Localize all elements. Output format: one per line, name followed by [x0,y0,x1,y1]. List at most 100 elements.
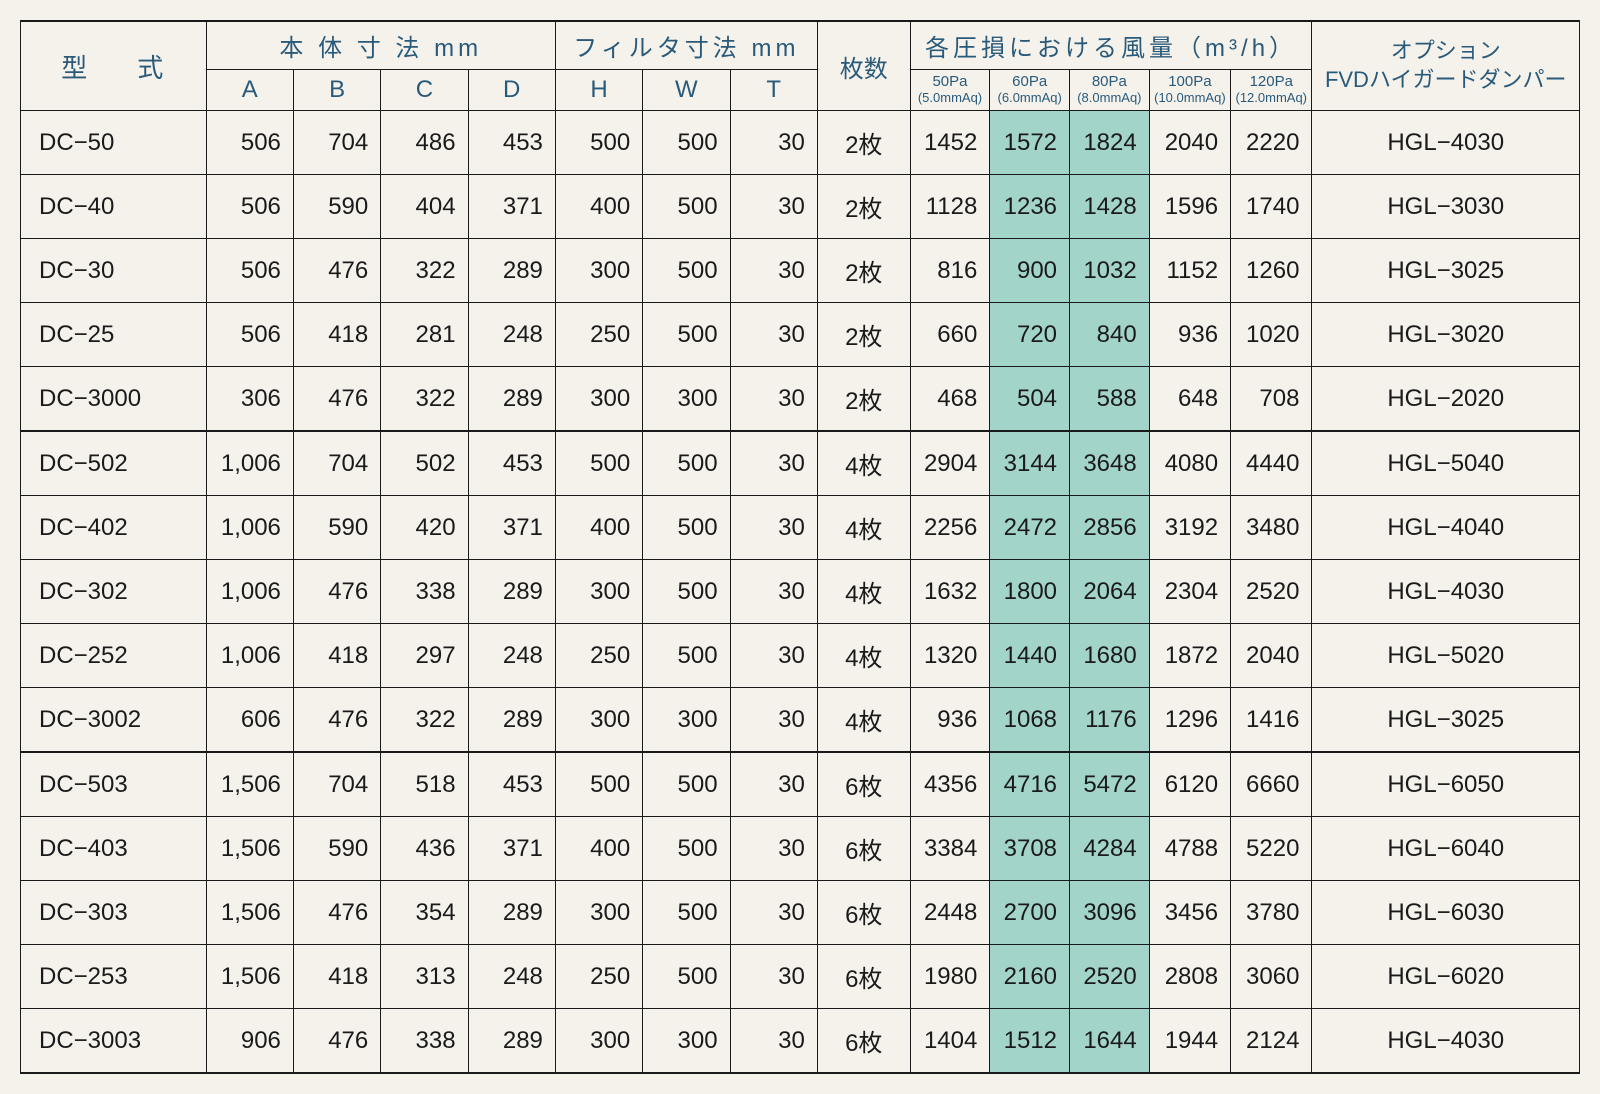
cell-pa-4: 3780 [1231,881,1312,945]
cell-pa-4: 1740 [1231,175,1312,239]
cell-pa-3: 936 [1149,303,1230,367]
cell-model: DC−25 [21,303,207,367]
cell-pa-1: 2160 [990,945,1070,1009]
cell-t: 30 [730,175,817,239]
spec-table: 型 式 本 体 寸 法 mm フィルタ寸法 mm 枚数 各圧損における風量（m³… [20,20,1580,1074]
cell-pa-3: 648 [1149,367,1230,432]
cell-pa-4: 2124 [1231,1009,1312,1074]
cell-pa-1: 1800 [990,560,1070,624]
cell-a: 1,006 [206,624,293,688]
table-row: DC−40506590404371400500302枚1128123614281… [21,175,1580,239]
cell-qty: 2枚 [817,111,910,175]
cell-h: 300 [555,688,642,753]
cell-qty: 2枚 [817,239,910,303]
cell-d: 453 [468,111,555,175]
header-model: 型 式 [21,21,207,111]
cell-pa-4: 2520 [1231,560,1312,624]
cell-pa-4: 1260 [1231,239,1312,303]
table-row: DC−3000306476322289300300302枚46850458864… [21,367,1580,432]
cell-c: 354 [381,881,468,945]
cell-pa-4: 708 [1231,367,1312,432]
cell-option: HGL−6030 [1312,881,1580,945]
cell-pa-3: 2808 [1149,945,1230,1009]
cell-a: 1,506 [206,752,293,817]
cell-pa-0: 2904 [910,431,990,496]
cell-c: 420 [381,496,468,560]
cell-t: 30 [730,367,817,432]
table-row: DC−4031,506590436371400500306枚3384370842… [21,817,1580,881]
cell-t: 30 [730,431,817,496]
cell-qty: 2枚 [817,303,910,367]
cell-pa-3: 1596 [1149,175,1230,239]
cell-d: 289 [468,881,555,945]
cell-pa-2: 1032 [1070,239,1150,303]
header-option-line1: オプション [1391,38,1501,63]
header-filter-dims: フィルタ寸法 mm [555,21,817,70]
cell-qty: 2枚 [817,175,910,239]
cell-pa-3: 1872 [1149,624,1230,688]
table-row: DC−5021,006704502453500500304枚2904314436… [21,431,1580,496]
cell-pa-2: 3096 [1070,881,1150,945]
cell-pa-1: 2472 [990,496,1070,560]
cell-c: 297 [381,624,468,688]
cell-t: 30 [730,817,817,881]
cell-w: 500 [643,945,730,1009]
cell-a: 606 [206,688,293,753]
cell-b: 418 [293,303,380,367]
cell-pa-2: 2856 [1070,496,1150,560]
cell-d: 289 [468,688,555,753]
cell-d: 371 [468,175,555,239]
cell-option: HGL−3025 [1312,239,1580,303]
cell-d: 289 [468,239,555,303]
table-row: DC−3003906476338289300300306枚14041512164… [21,1009,1580,1074]
cell-model: DC−303 [21,881,207,945]
cell-pa-0: 936 [910,688,990,753]
cell-a: 306 [206,367,293,432]
cell-h: 250 [555,624,642,688]
cell-b: 476 [293,1009,380,1074]
header-pa-2: 80Pa(8.0mmAq) [1070,70,1150,111]
cell-c: 518 [381,752,468,817]
cell-w: 500 [643,624,730,688]
cell-t: 30 [730,496,817,560]
cell-c: 322 [381,239,468,303]
cell-model: DC−30 [21,239,207,303]
cell-a: 506 [206,239,293,303]
cell-h: 400 [555,817,642,881]
cell-a: 1,506 [206,817,293,881]
cell-w: 500 [643,496,730,560]
table-row: DC−5031,506704518453500500306枚4356471654… [21,752,1580,817]
cell-pa-1: 1236 [990,175,1070,239]
cell-qty: 6枚 [817,945,910,1009]
cell-option: HGL−3020 [1312,303,1580,367]
cell-a: 506 [206,111,293,175]
cell-pa-0: 468 [910,367,990,432]
cell-h: 300 [555,881,642,945]
cell-option: HGL−6040 [1312,817,1580,881]
table-row: DC−3031,506476354289300500306枚2448270030… [21,881,1580,945]
cell-b: 476 [293,560,380,624]
cell-w: 500 [643,175,730,239]
cell-qty: 2枚 [817,367,910,432]
cell-option: HGL−4040 [1312,496,1580,560]
cell-qty: 6枚 [817,1009,910,1074]
cell-t: 30 [730,1009,817,1074]
cell-model: DC−40 [21,175,207,239]
cell-option: HGL−5020 [1312,624,1580,688]
cell-model: DC−50 [21,111,207,175]
cell-qty: 4枚 [817,496,910,560]
cell-pa-1: 504 [990,367,1070,432]
cell-pa-3: 1296 [1149,688,1230,753]
header-w: W [643,70,730,111]
cell-pa-2: 2520 [1070,945,1150,1009]
cell-h: 500 [555,752,642,817]
cell-pa-4: 5220 [1231,817,1312,881]
header-pa-1: 60Pa(6.0mmAq) [990,70,1070,111]
cell-c: 322 [381,367,468,432]
cell-t: 30 [730,111,817,175]
cell-h: 300 [555,560,642,624]
cell-pa-0: 2256 [910,496,990,560]
cell-a: 1,006 [206,496,293,560]
cell-t: 30 [730,303,817,367]
cell-option: HGL−4030 [1312,560,1580,624]
